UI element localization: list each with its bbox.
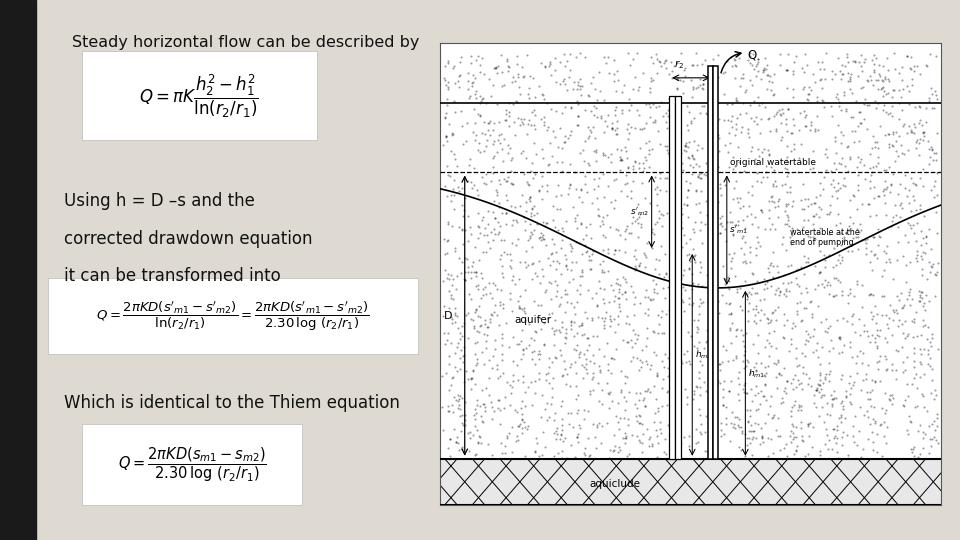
Text: aquiclude: aquiclude	[589, 479, 640, 489]
Text: it can be transformed into: it can be transformed into	[64, 267, 281, 285]
Text: $r_1$: $r_1$	[708, 78, 717, 90]
Text: corrected drawdown equation: corrected drawdown equation	[64, 230, 313, 247]
Text: Which is identical to the Thiem equation: Which is identical to the Thiem equation	[64, 394, 400, 412]
Bar	[669, 96, 675, 459]
Text: original watertable: original watertable	[731, 158, 816, 167]
Text: $Q = \pi K \dfrac{h_2^2 - h_1^2}{\ln(r_2/r_1)}$: $Q = \pi K \dfrac{h_2^2 - h_1^2}{\ln(r_2…	[139, 72, 259, 119]
Text: Q: Q	[748, 48, 757, 61]
Text: Using h = D –s and the: Using h = D –s and the	[64, 192, 255, 210]
Text: $Q = \dfrac{2\pi KD(s_{m1} - s_{m2})}{2.30\,\log\,(r_2/r_1)}$: $Q = \dfrac{2\pi KD(s_{m1} - s_{m2})}{2.…	[117, 445, 267, 484]
Text: aquifer: aquifer	[515, 315, 552, 325]
FancyBboxPatch shape	[82, 51, 317, 140]
FancyBboxPatch shape	[82, 424, 302, 505]
Text: $Q = \dfrac{2\pi KD(s'_{m1} - s'_{m2})}{\ln(r_2/r_1)} = \dfrac{2\pi KD(s'_{m1} -: $Q = \dfrac{2\pi KD(s'_{m1} - s'_{m2})}{…	[96, 299, 370, 333]
Text: $s'_{m2}$: $s'_{m2}$	[631, 206, 649, 218]
Text: D: D	[444, 310, 452, 321]
Text: $h_{m2}$: $h_{m2}$	[695, 349, 712, 361]
Text: Steady horizontal flow can be described by: Steady horizontal flow can be described …	[72, 35, 420, 50]
Bar	[0, 0, 36, 540]
Bar	[708, 66, 712, 459]
Text: $r_2$: $r_2$	[674, 58, 684, 71]
FancyBboxPatch shape	[48, 278, 418, 354]
Bar	[712, 66, 718, 459]
Text: $s'_{m1}$: $s'_{m1}$	[730, 224, 748, 237]
Bar	[675, 96, 682, 459]
Text: watertable at the
end of pumping: watertable at the end of pumping	[790, 228, 860, 247]
Text: $h_{m1}$: $h_{m1}$	[748, 367, 765, 380]
Bar	[440, 459, 941, 505]
